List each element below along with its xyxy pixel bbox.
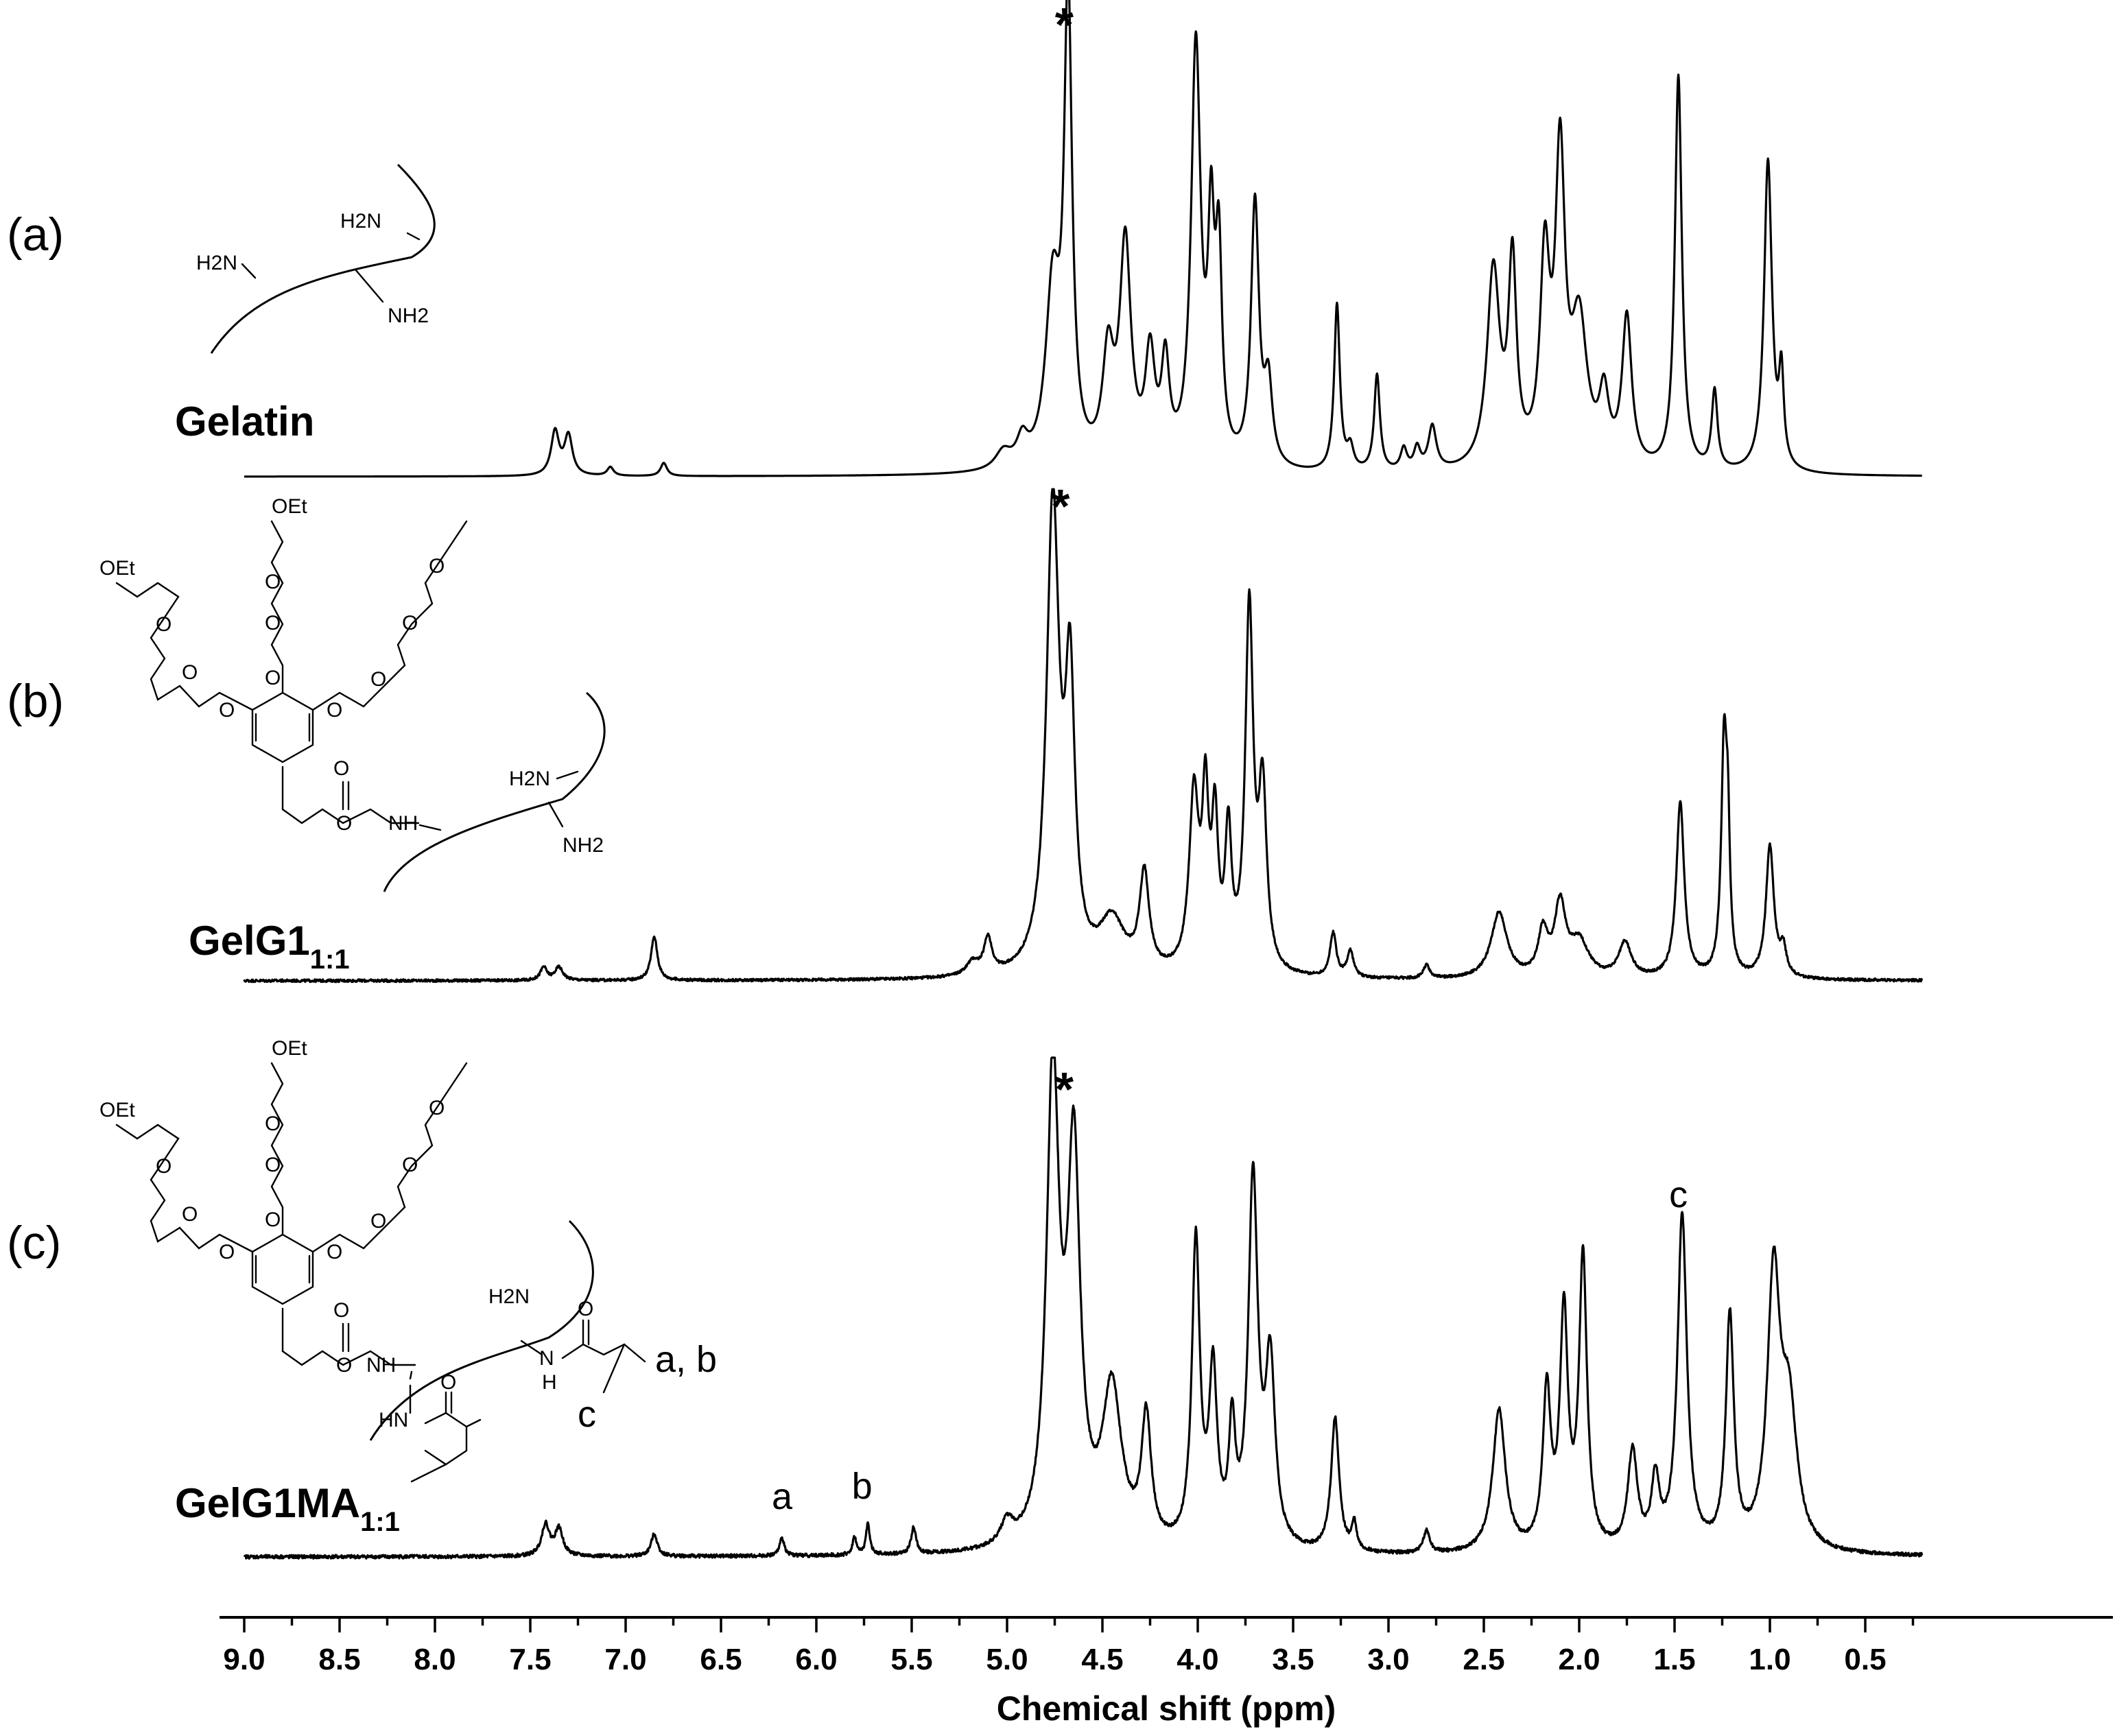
gelg1ma-structure: OEt OEt O O O O O O O O O O O O NH H2N N… (99, 1037, 717, 1483)
x-tick-label: 6.0 (795, 1643, 837, 1676)
panel-label-c: (c) (7, 1217, 61, 1269)
svg-text:O: O (336, 812, 352, 835)
x-tick-label: 2.0 (1558, 1643, 1600, 1676)
svg-text:NH: NH (388, 812, 418, 835)
x-axis-ticks: 9.0 8.5 8.0 7.5 7.0 6.5 6.0 5.5 5.0 4.5 4.0 3.5 3.0 2… (223, 1617, 1915, 1676)
svg-text:O: O (219, 1241, 235, 1263)
x-tick-label: 4.5 (1081, 1643, 1123, 1676)
svg-text:O: O (265, 1154, 281, 1176)
solvent-marker-gelg1ma: * (1055, 1062, 1074, 1116)
solvent-marker-gelg1: * (1051, 479, 1070, 533)
svg-text:O: O (156, 613, 172, 636)
svg-text:N: N (539, 1347, 554, 1370)
svg-text:OEt: OEt (99, 1099, 135, 1121)
x-tick-label: 7.0 (604, 1643, 646, 1676)
svg-text:a, b: a, b (655, 1339, 717, 1380)
svg-text:O: O (333, 757, 349, 780)
x-tick-label: 7.5 (509, 1643, 551, 1676)
svg-text:O: O (429, 1097, 445, 1119)
svg-text:OEt: OEt (272, 1037, 307, 1060)
spectrum-gelatin (244, 0, 1923, 478)
svg-text:O: O (219, 699, 235, 722)
x-tick-label: 5.0 (986, 1643, 1028, 1676)
svg-text:NH: NH (366, 1354, 396, 1377)
svg-text:O: O (265, 571, 281, 593)
svg-text:OEt: OEt (272, 495, 307, 518)
x-tick-label: 8.5 (318, 1643, 360, 1676)
svg-text:H2N: H2N (196, 252, 237, 274)
spectrum-gelg1ma (243, 1056, 1924, 1560)
sample-name-gelatin: Gelatin (175, 399, 314, 444)
svg-text:O: O (578, 1298, 593, 1320)
panel-label-a: (a) (7, 209, 64, 261)
svg-text:O: O (327, 699, 342, 722)
peak-label-b: b (852, 1466, 873, 1507)
peak-label-a: a (772, 1476, 793, 1517)
svg-text:H2N: H2N (488, 1285, 530, 1308)
x-tick-label: 4.0 (1177, 1643, 1218, 1676)
spectrum-gelg1 (243, 488, 1924, 984)
gelatin-structure: H2N H2N NH2 (196, 163, 436, 354)
svg-text:OEt: OEt (99, 557, 135, 580)
x-axis-title: Chemical shift (ppm) (997, 1689, 1336, 1728)
svg-text:O: O (333, 1299, 349, 1322)
x-tick-label: 9.0 (223, 1643, 265, 1676)
svg-text:O: O (265, 1113, 281, 1135)
x-tick-label: 5.5 (890, 1643, 932, 1676)
svg-text:O: O (402, 1154, 418, 1176)
svg-text:O: O (370, 1210, 386, 1233)
x-tick-label: 8.0 (414, 1643, 456, 1676)
svg-text:O: O (182, 1203, 198, 1226)
x-tick-label: 3.5 (1272, 1643, 1314, 1676)
sample-name-gelg1: GelG11:1 (189, 918, 350, 975)
peak-label-c: c (1669, 1174, 1688, 1215)
svg-text:O: O (336, 1354, 352, 1377)
x-tick-label: 2.5 (1463, 1643, 1504, 1676)
gelg1-structure: OEt OEt O O O O O O O O O O O O NH H2N N… (99, 495, 606, 892)
svg-text:O: O (265, 667, 281, 689)
svg-text:H: H (542, 1371, 557, 1394)
x-tick-label: 0.5 (1844, 1643, 1886, 1676)
svg-text:O: O (327, 1241, 342, 1263)
svg-text:O: O (265, 1209, 281, 1231)
x-tick-label: 6.5 (700, 1643, 742, 1676)
svg-text:O: O (429, 555, 445, 578)
svg-text:NH2: NH2 (563, 834, 604, 857)
x-tick-label: 3.0 (1367, 1643, 1409, 1676)
svg-text:O: O (265, 612, 281, 634)
svg-text:O: O (156, 1155, 172, 1178)
svg-text:NH2: NH2 (388, 305, 429, 327)
svg-text:HN: HN (379, 1409, 408, 1431)
svg-text:H2N: H2N (509, 768, 550, 790)
svg-text:H2N: H2N (340, 210, 381, 233)
x-tick-label: 1.0 (1749, 1643, 1790, 1676)
svg-text:O: O (370, 668, 386, 691)
solvent-marker-gelatin: * (1055, 0, 1074, 51)
svg-text:O: O (440, 1371, 456, 1394)
svg-text:O: O (182, 661, 198, 684)
x-tick-label: 1.5 (1653, 1643, 1695, 1676)
svg-text:c: c (578, 1394, 596, 1435)
panel-label-b: (b) (7, 675, 64, 727)
svg-text:O: O (402, 612, 418, 634)
sample-name-gelg1ma: GelG1MA1:1 (175, 1480, 400, 1537)
